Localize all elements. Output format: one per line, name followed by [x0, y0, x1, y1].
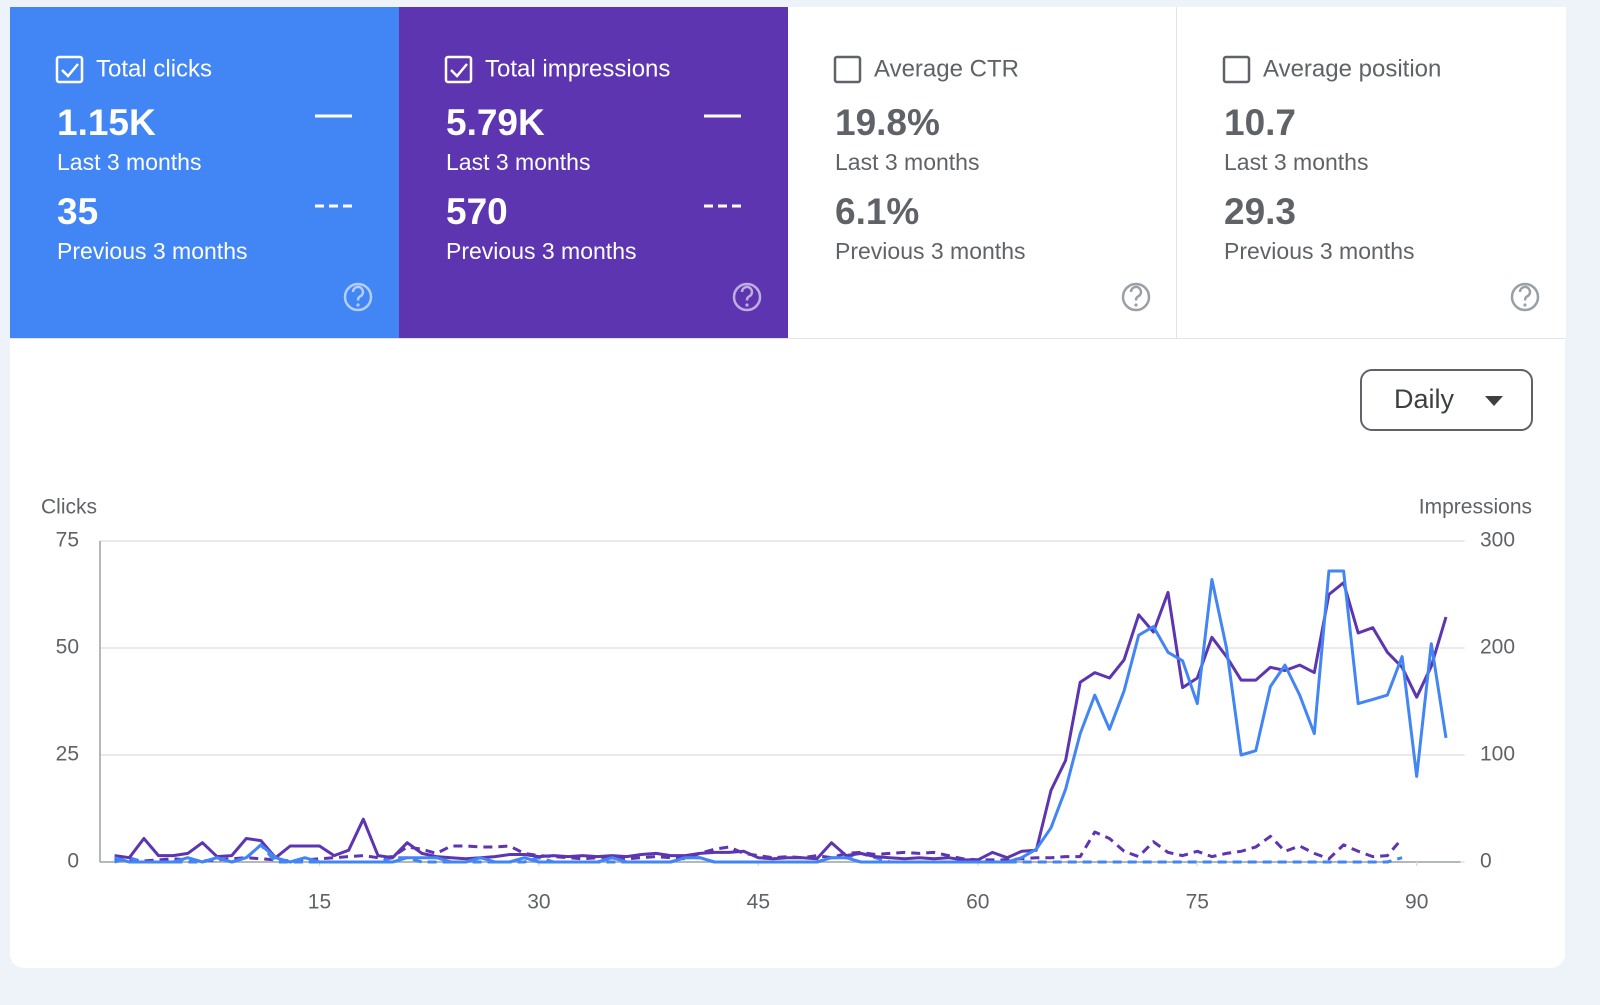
x-tick-label: 15: [308, 891, 331, 914]
y2-tick-label: 0: [1480, 850, 1492, 873]
card-background: [788, 7, 1177, 338]
card-previous-period: Previous 3 months: [1224, 238, 1414, 264]
card-previous-value: 6.1%: [835, 191, 919, 232]
help-icon-dot: [745, 303, 749, 307]
help-icon[interactable]: [1510, 282, 1540, 312]
card-value: 10.7: [1224, 102, 1296, 143]
metric-card[interactable]: Average CTR 19.8% Last 3 months 6.1% Previou…: [788, 7, 1178, 338]
y-tick-label: 0: [67, 850, 79, 873]
card-previous-value: 570: [446, 191, 508, 232]
series-line: [114, 830, 1404, 863]
checkbox[interactable]: [55, 55, 84, 84]
checkbox[interactable]: [444, 55, 473, 84]
metric-card[interactable]: Total clicks 1.15K Last 3 months 35 Previous…: [10, 7, 399, 338]
card-value: 5.79K: [446, 102, 545, 143]
help-icon-glyph: [1518, 285, 1532, 301]
card-previous-period: Previous 3 months: [835, 238, 1025, 264]
dropdown-arrow: [1485, 396, 1503, 406]
dropdown-box[interactable]: [1360, 369, 1533, 431]
y-axis-title: Clicks: [41, 496, 97, 519]
y2-axis-title: Impressions: [1419, 496, 1532, 519]
card-background: [1177, 7, 1566, 338]
card-previous-value: 29.3: [1224, 191, 1296, 232]
card-label: Total clicks: [96, 55, 212, 82]
metric-card[interactable]: Total impressions 5.79K Last 3 months 570 Pr…: [399, 7, 788, 338]
series-line: [114, 569, 1448, 864]
checkmark: [61, 63, 79, 78]
card-label: Total impressions: [485, 55, 670, 82]
help-icon[interactable]: [732, 282, 762, 312]
card-period: Last 3 months: [1224, 149, 1368, 175]
help-icon-glyph: [351, 285, 365, 301]
card-background: [10, 7, 399, 338]
help-icon-dot: [1523, 303, 1527, 307]
help-icon-dot: [356, 303, 360, 307]
card-period: Last 3 months: [835, 149, 979, 175]
help-icon[interactable]: [343, 282, 373, 312]
help-icon-glyph: [740, 285, 754, 301]
card-previous-period: Previous 3 months: [446, 238, 636, 264]
y-tick-label: 50: [56, 636, 79, 659]
y-tick-label: 25: [56, 743, 79, 766]
card-period: Last 3 months: [446, 149, 590, 175]
card-background: [399, 7, 788, 338]
help-icon[interactable]: [1121, 282, 1151, 312]
y2-tick-label: 300: [1480, 529, 1515, 552]
card-previous-period: Previous 3 months: [57, 238, 247, 264]
y-tick-label: 75: [56, 529, 79, 552]
x-tick-label: 30: [527, 891, 550, 914]
card-value: 19.8%: [835, 102, 940, 143]
y2-tick-label: 100: [1480, 743, 1515, 766]
y2-tick-label: 200: [1480, 636, 1515, 659]
card-value: 1.15K: [57, 102, 156, 143]
x-tick-label: 45: [747, 891, 770, 914]
card-label: Average position: [1263, 55, 1441, 82]
dropdown-label[interactable]: Daily: [1394, 384, 1455, 414]
checkmark: [450, 63, 468, 78]
card-label: Average CTR: [874, 55, 1019, 82]
dropdown[interactable]: Daily: [1360, 369, 1533, 431]
checkbox[interactable]: [1222, 55, 1251, 84]
series-line: [114, 581, 1448, 862]
card-previous-value: 35: [57, 191, 98, 232]
x-tick-label: 60: [966, 891, 989, 914]
metric-card[interactable]: Average position 10.7 Last 3 months 29.3 Pre…: [1177, 7, 1566, 338]
checkbox[interactable]: [833, 55, 862, 84]
card-period: Last 3 months: [57, 149, 201, 175]
x-tick-label: 90: [1405, 891, 1428, 914]
x-tick-label: 75: [1186, 891, 1209, 914]
help-icon-glyph: [1129, 285, 1143, 301]
help-icon-dot: [1134, 303, 1138, 307]
